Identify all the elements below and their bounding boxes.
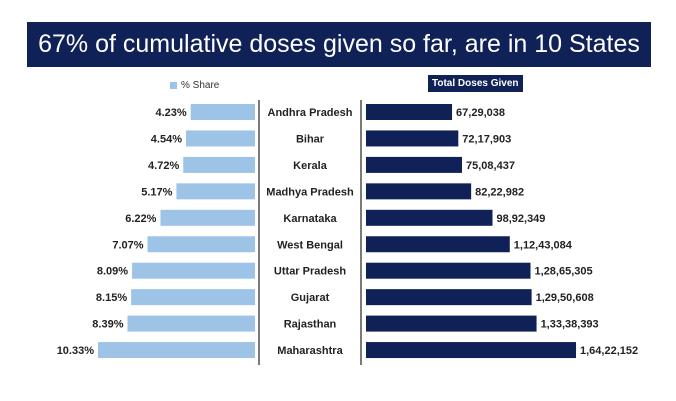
share-label-andhra-pradesh: 4.23% [156,107,187,119]
doses-bar-rajasthan [366,315,537,332]
state-label-kerala: Kerala [293,160,328,172]
share-bar-kerala [183,156,255,173]
state-label-west-bengal: West Bengal [277,239,343,251]
state-label-maharashtra: Maharashtra [277,345,343,357]
share-label-maharashtra: 10.33% [57,345,95,357]
doses-bar-madhya-pradesh [366,183,472,200]
doses-label-uttar-pradesh: 1,28,65,305 [535,266,593,278]
share-label-bihar: 4.54% [151,133,182,145]
state-label-andhra-pradesh: Andhra Pradesh [268,107,353,119]
doses-bar-karnataka [366,209,493,226]
chart-title: 67% of cumulative doses given so far, ar… [27,22,651,67]
doses-label-andhra-pradesh: 67,29,038 [456,107,505,119]
doses-bar-maharashtra [366,342,576,359]
doses-label-maharashtra: 1,64,22,152 [580,345,638,357]
doses-bar-kerala [366,156,463,173]
doses-label-madhya-pradesh: 82,22,982 [475,186,524,198]
share-bar-karnataka [160,209,255,226]
state-label-rajasthan: Rajasthan [284,319,337,331]
share-label-kerala: 4.72% [148,160,179,172]
state-label-bihar: Bihar [296,133,325,145]
legend-share-swatch [170,81,177,89]
doses-label-west-bengal: 1,12,43,084 [514,239,573,251]
doses-label-gujarat: 1,29,50,608 [536,292,594,304]
share-label-karnataka: 6.22% [125,213,156,225]
doses-bar-bihar [366,130,459,147]
doses-label-karnataka: 98,92,349 [496,213,545,225]
doses-bar-gujarat [366,289,532,306]
state-label-madhya-pradesh: Madhya Pradesh [266,186,354,198]
legend-share-label: % Share [181,79,220,91]
state-label-gujarat: Gujarat [291,292,330,304]
share-bar-west-bengal [147,236,255,253]
share-bar-madhya-pradesh [176,183,255,200]
share-bar-maharashtra [98,342,255,359]
share-bar-gujarat [131,289,255,306]
doses-bar-andhra-pradesh [366,104,453,120]
doses-bar-west-bengal [366,236,510,253]
share-label-rajasthan: 8.39% [92,319,123,331]
share-label-gujarat: 8.15% [96,292,127,304]
doses-label-rajasthan: 1,33,38,393 [541,319,599,331]
legend-share: % Share [170,78,219,92]
share-label-madhya-pradesh: 5.17% [141,186,172,198]
doses-label-bihar: 72,17,903 [462,133,511,145]
share-label-uttar-pradesh: 8.09% [97,266,128,278]
share-bar-andhra-pradesh [190,104,255,120]
share-bar-uttar-pradesh [132,262,255,279]
state-label-karnataka: Karnataka [283,213,337,225]
doses-bar-uttar-pradesh [366,262,531,279]
legend-doses-label: Total Doses Given [428,75,523,92]
share-label-west-bengal: 7.07% [112,239,143,251]
share-bar-bihar [185,130,255,147]
state-label-uttar-pradesh: Uttar Pradesh [274,266,346,278]
share-bar-rajasthan [127,315,255,332]
doses-label-kerala: 75,08,437 [466,160,515,172]
